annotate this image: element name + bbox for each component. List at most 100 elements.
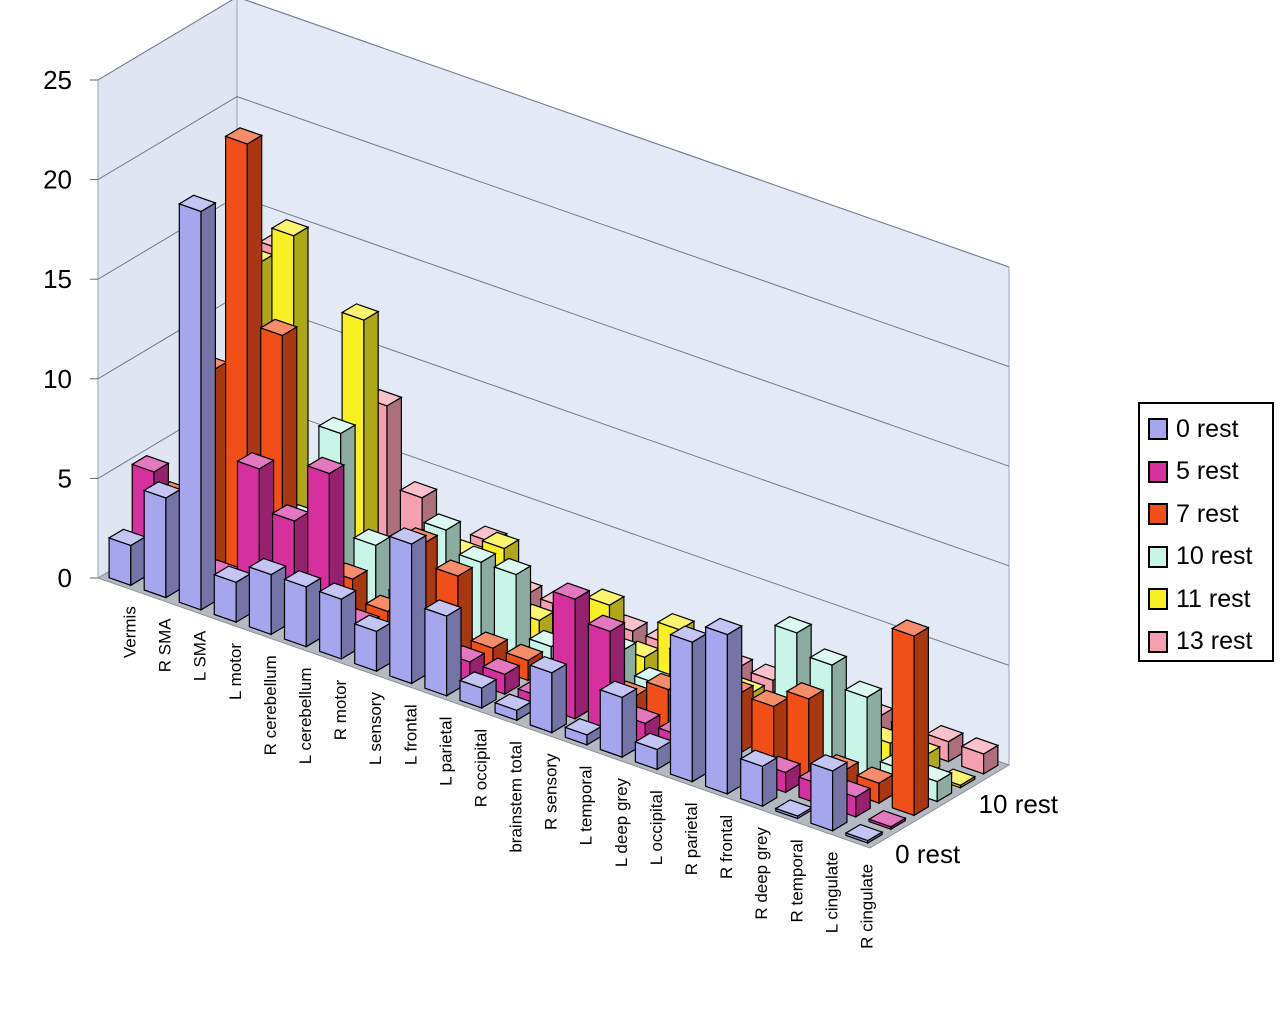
bar-top-face — [504, 643, 544, 662]
bar — [318, 582, 358, 660]
bar-top-face — [492, 557, 532, 576]
bar — [598, 680, 638, 759]
category-label: L cerebellum — [296, 668, 315, 765]
bar-side-face — [551, 663, 567, 734]
bar-front-face — [143, 489, 167, 599]
bar-side-face — [480, 552, 496, 644]
y-axis-ticks: 0 5 10 15 20 25 — [43, 65, 98, 593]
bar-top-face — [398, 480, 438, 499]
bar-side-face — [773, 696, 789, 768]
bar-side-face — [446, 606, 462, 697]
bar — [960, 737, 1000, 775]
legend-swatch — [1148, 503, 1168, 525]
category-label: R temporal — [787, 839, 806, 922]
legend-label: 10 rest — [1176, 542, 1253, 570]
bar — [785, 682, 825, 780]
bar-top-face — [423, 599, 463, 617]
category-label: L sensory — [366, 692, 385, 766]
category-labels: Vermis R SMA L SMA L motor R cerebellum L cer… — [121, 606, 877, 949]
legend-swatch — [1148, 418, 1168, 440]
bar-front-face — [389, 535, 413, 685]
bar — [458, 671, 498, 710]
legend-label: 13 rest — [1176, 627, 1253, 655]
bar-front-face — [529, 664, 553, 734]
bar-front-face — [704, 626, 729, 795]
bar-top-face — [306, 456, 346, 475]
category-label: L frontal — [401, 704, 420, 765]
bar — [750, 689, 790, 768]
bar-top-face — [317, 416, 357, 435]
bar-side-face — [831, 761, 848, 832]
bar-top-face — [890, 619, 930, 637]
legend-item: 5 rest — [1148, 455, 1239, 489]
bar-top-face — [867, 809, 907, 828]
bar-top-face — [457, 545, 497, 563]
bar-top-face — [843, 680, 883, 698]
category-label: R parietal — [682, 803, 701, 876]
depth-labels: 10 rest 0 rest — [895, 789, 1059, 869]
bar-top-face — [422, 513, 462, 531]
legend-swatch — [1148, 545, 1168, 568]
category-label: L motor — [226, 643, 245, 700]
category-label: L parietal — [436, 717, 455, 786]
bar-top-face — [704, 617, 744, 636]
bar-side-face — [515, 564, 532, 656]
bar-front-face — [108, 537, 132, 587]
gridline — [97, 96, 1010, 368]
legend-item: 13 rest — [1148, 625, 1252, 659]
bar-side-face — [305, 577, 322, 648]
bar — [551, 582, 591, 720]
category-label: L occipital — [647, 790, 666, 865]
bar — [247, 557, 288, 636]
gridline — [97, 0, 1010, 268]
bar-top-face — [340, 303, 380, 321]
category-label: R cingulate — [857, 864, 876, 949]
bar-side-face — [411, 534, 427, 685]
bar-top-face — [283, 570, 323, 588]
bar-top-face — [318, 582, 358, 600]
bar-top-face — [130, 455, 170, 473]
bar-top-face — [236, 452, 276, 470]
category-label: R deep grey — [752, 827, 771, 920]
category-label: brainstem total — [507, 741, 526, 853]
bar-top-face — [739, 749, 779, 768]
bar-front-face — [424, 607, 448, 697]
bar-side-face — [375, 535, 391, 607]
bar-side-face — [866, 687, 883, 779]
bar-front-face — [248, 566, 272, 636]
bar-front-face — [891, 627, 915, 817]
bar-front-face — [213, 573, 237, 623]
bar-side-face — [621, 687, 638, 759]
bar-top-face — [224, 127, 264, 145]
category-label: L SMA — [191, 630, 210, 681]
legend-label: 0 rest — [1176, 414, 1239, 443]
bar-top-face — [481, 657, 521, 675]
bar — [563, 718, 603, 746]
bar — [809, 754, 849, 832]
bar — [388, 527, 428, 685]
bar — [844, 823, 884, 845]
category-label: R frontal — [717, 815, 736, 879]
bar-top-face — [270, 218, 310, 237]
bar — [528, 655, 568, 734]
bar-top-face — [773, 616, 813, 634]
bar-top-face — [785, 682, 825, 700]
bar-side-face — [270, 565, 287, 636]
bar-side-face — [726, 624, 743, 795]
bar-top-face — [247, 557, 288, 576]
bar — [890, 619, 930, 817]
bar-side-face — [574, 589, 591, 720]
bar — [704, 617, 744, 795]
bar-front-face — [178, 202, 202, 611]
legend-item: 11 rest — [1148, 582, 1251, 616]
bar-top-face — [586, 588, 626, 606]
legend: 0 rest 5 rest 7 rest 10 rest 11 rest 13 rest — [1138, 402, 1274, 662]
category-label: R sensory — [542, 753, 561, 830]
category-label: R occipital — [471, 729, 490, 807]
bar-top-face — [469, 631, 509, 649]
bar-side-face — [200, 201, 216, 611]
legend-swatch — [1148, 460, 1168, 483]
y-tick-label: 20 — [43, 165, 72, 195]
category-label: L cingulate — [822, 852, 841, 934]
